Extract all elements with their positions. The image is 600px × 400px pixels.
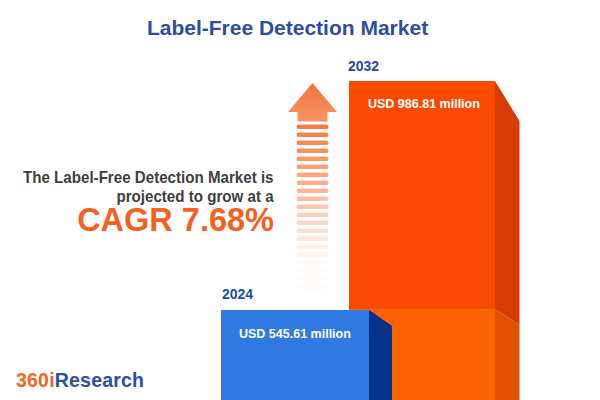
arrow-dash	[297, 165, 329, 170]
bar-2032-base-side	[495, 309, 520, 400]
arrow-dash	[297, 285, 329, 290]
arrow-dash	[297, 213, 329, 218]
logo-research: Research	[55, 369, 144, 391]
arrow-dash	[297, 157, 329, 162]
infographic: Label-Free Detection Market The Label-Fr…	[0, 0, 600, 400]
bar-2032-side	[495, 81, 520, 325]
bar-value-2032: USD 986.81 million	[368, 98, 480, 111]
arrow-dash	[297, 245, 329, 250]
logo-360i: 360i	[16, 369, 55, 391]
description-line1: The Label-Free Detection Market is	[0, 168, 274, 187]
cagr-value: CAGR 7.68%	[0, 203, 274, 237]
arrow-dash	[297, 189, 329, 194]
arrow-dash	[297, 133, 329, 138]
arrow-dash	[297, 229, 329, 234]
arrow-dash	[297, 277, 329, 282]
arrow-dash	[297, 221, 329, 226]
arrow-dash	[297, 237, 329, 242]
arrow-dash	[297, 205, 329, 210]
arrow-dash	[297, 125, 329, 130]
growth-arrow-icon	[288, 83, 337, 122]
bar-2032-front	[349, 81, 495, 309]
arrow-dash	[297, 173, 329, 178]
bar-value-2024: USD 545.61 million	[239, 328, 351, 341]
arrow-dash	[297, 269, 329, 274]
bar-2024-front	[221, 310, 369, 400]
page-title: Label-Free Detection Market	[0, 16, 575, 40]
arrow-dash	[297, 149, 329, 154]
logo: 360iResearch	[16, 370, 144, 390]
arrow-dash	[297, 181, 329, 186]
year-label-2024: 2024	[222, 287, 253, 301]
arrow-dash	[297, 197, 329, 202]
arrow-dash	[297, 253, 329, 258]
description: The Label-Free Detection Market is proje…	[0, 168, 274, 237]
arrow-dash	[297, 261, 329, 266]
year-label-2032: 2032	[348, 59, 379, 73]
arrow-dash	[297, 141, 329, 146]
